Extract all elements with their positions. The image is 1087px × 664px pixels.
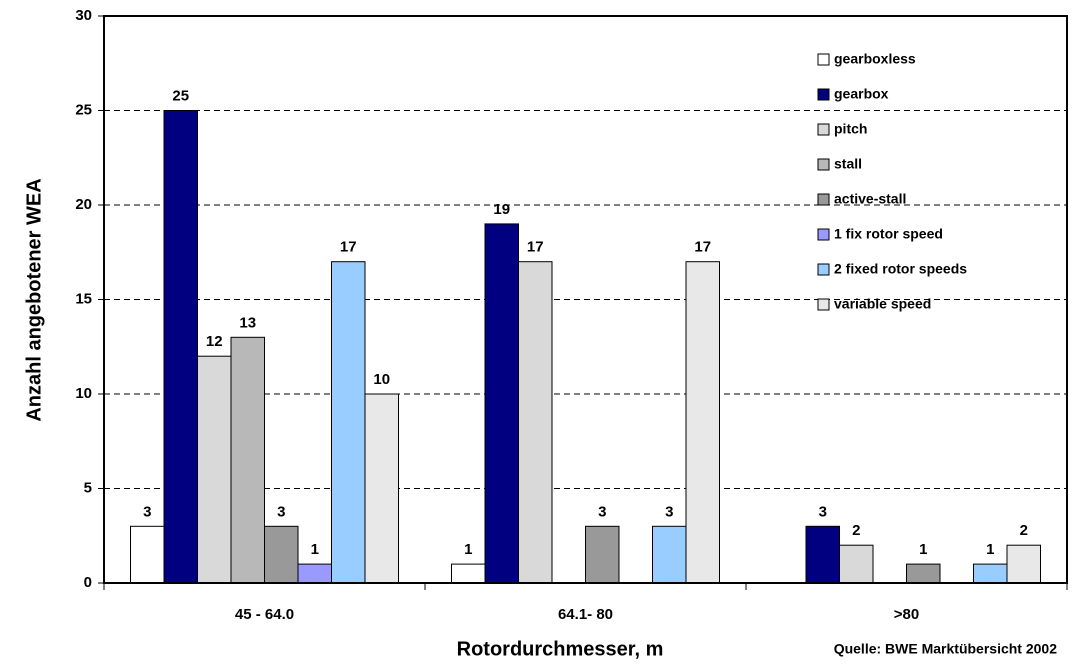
legend-label: gearboxless — [834, 51, 916, 67]
legend-swatch — [817, 88, 830, 101]
value-label: 1 — [919, 541, 927, 558]
legend-label: active-stall — [834, 191, 906, 207]
bar — [685, 261, 720, 584]
legend-swatch — [817, 123, 830, 136]
legend-swatch — [817, 298, 830, 311]
bar — [906, 563, 941, 584]
x-axis-label: Rotordurchmesser, m — [457, 638, 664, 660]
legend-label: 2 fixed rotor speeds — [834, 261, 967, 277]
legend-swatch — [817, 228, 830, 241]
legend-label: 1 fix rotor speed — [834, 226, 943, 242]
value-label: 17 — [527, 239, 544, 256]
value-label: 1 — [464, 541, 472, 558]
bar — [652, 525, 687, 584]
y-tick-label: 5 — [84, 479, 92, 496]
value-label: 1 — [311, 541, 319, 558]
bar — [973, 563, 1008, 584]
bar — [484, 223, 519, 584]
legend-swatch — [817, 193, 830, 206]
bar — [585, 525, 620, 584]
x-tick-label: 64.1- 80 — [558, 606, 613, 623]
value-label: 17 — [340, 239, 357, 256]
y-tick-label: 0 — [84, 574, 92, 591]
legend-swatch — [817, 158, 830, 171]
legend-swatch — [817, 263, 830, 276]
y-tick-label: 10 — [75, 385, 92, 402]
value-label: 2 — [1020, 522, 1028, 539]
x-tick-label: >80 — [894, 606, 919, 623]
y-tick-label: 30 — [75, 7, 92, 24]
value-label: 13 — [239, 314, 256, 331]
y-tick-label: 25 — [75, 101, 92, 118]
value-label: 10 — [373, 371, 390, 388]
legend-swatch — [817, 53, 830, 66]
legend-label: gearbox — [834, 86, 889, 102]
y-tick-label: 15 — [75, 290, 92, 307]
value-label: 3 — [819, 503, 827, 520]
value-label: 3 — [598, 503, 606, 520]
value-label: 12 — [206, 333, 223, 350]
value-label: 3 — [143, 503, 151, 520]
legend-label: pitch — [834, 121, 867, 137]
x-tick-label: 45 - 64.0 — [235, 606, 294, 623]
bar — [805, 525, 840, 584]
bar — [1006, 544, 1041, 584]
bar — [451, 563, 486, 584]
value-label: 25 — [172, 87, 189, 104]
source-note: Quelle: BWE Marktübersicht 2002 — [834, 641, 1058, 657]
value-label: 19 — [493, 201, 510, 218]
bar — [331, 261, 366, 584]
value-label: 3 — [665, 503, 673, 520]
bar — [364, 393, 399, 584]
value-label: 3 — [277, 503, 285, 520]
value-label: 1 — [986, 541, 994, 558]
bar — [230, 336, 265, 584]
legend-label: stall — [834, 156, 862, 172]
bar — [264, 525, 299, 584]
y-axis-label: Anzahl angebotener WEA — [23, 178, 45, 421]
legend-label: variable speed — [834, 296, 931, 312]
plot-frame — [103, 15, 1068, 584]
bar — [130, 525, 165, 584]
bar — [839, 544, 874, 584]
value-label: 17 — [694, 239, 711, 256]
bar — [297, 563, 332, 584]
value-label: 2 — [852, 522, 860, 539]
y-tick-label: 20 — [75, 196, 92, 213]
bar — [518, 261, 553, 584]
bar — [163, 110, 198, 584]
bar — [197, 355, 232, 584]
